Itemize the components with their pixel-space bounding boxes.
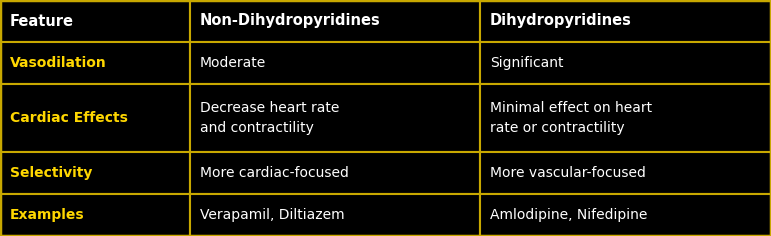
Text: Significant: Significant <box>490 56 564 70</box>
Text: Dihydropyridines: Dihydropyridines <box>490 13 632 29</box>
Text: Decrease heart rate
and contractility: Decrease heart rate and contractility <box>200 101 339 135</box>
Text: More cardiac-focused: More cardiac-focused <box>200 166 348 180</box>
Text: More vascular-focused: More vascular-focused <box>490 166 646 180</box>
Text: Selectivity: Selectivity <box>10 166 93 180</box>
Bar <box>0 84 190 152</box>
Bar <box>0 194 190 236</box>
Text: Vasodilation: Vasodilation <box>10 56 106 70</box>
Text: Examples: Examples <box>10 208 85 222</box>
Text: Amlodipine, Nifedipine: Amlodipine, Nifedipine <box>490 208 648 222</box>
Bar <box>480 194 771 236</box>
Bar <box>0 152 190 194</box>
Text: Moderate: Moderate <box>200 56 266 70</box>
Bar <box>480 84 771 152</box>
Bar <box>190 0 480 42</box>
Bar <box>190 42 480 84</box>
Bar <box>480 152 771 194</box>
Bar <box>0 42 190 84</box>
Bar <box>480 42 771 84</box>
Text: Non-Dihydropyridines: Non-Dihydropyridines <box>200 13 381 29</box>
Text: Cardiac Effects: Cardiac Effects <box>10 111 128 125</box>
Text: Minimal effect on heart
rate or contractility: Minimal effect on heart rate or contract… <box>490 101 652 135</box>
Bar <box>190 194 480 236</box>
Bar <box>190 84 480 152</box>
Bar <box>480 0 771 42</box>
Text: Verapamil, Diltiazem: Verapamil, Diltiazem <box>200 208 345 222</box>
Text: Feature: Feature <box>10 13 74 29</box>
Bar <box>0 0 190 42</box>
Bar <box>190 152 480 194</box>
